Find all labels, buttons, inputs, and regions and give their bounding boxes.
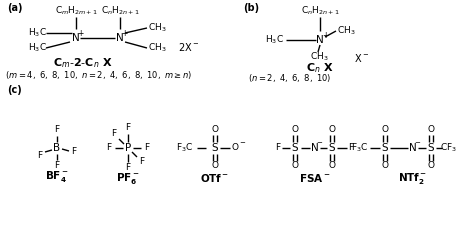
Text: F: F: [275, 143, 281, 152]
Text: S: S: [292, 143, 298, 153]
Text: B: B: [54, 143, 61, 153]
Text: F: F: [126, 164, 130, 173]
Text: $\mathbf{C_{\mathit{n}}\ X}$: $\mathbf{C_{\mathit{n}}\ X}$: [306, 61, 334, 75]
Text: C$_n$H$_{2n+1}$: C$_n$H$_{2n+1}$: [301, 5, 339, 17]
Text: H$_3$C: H$_3$C: [265, 34, 284, 46]
Text: C$_m$H$_{2m+1}$: C$_m$H$_{2m+1}$: [55, 5, 98, 17]
Text: CH$_3$: CH$_3$: [310, 51, 328, 63]
Text: S: S: [382, 143, 388, 153]
Text: O: O: [231, 143, 238, 152]
Text: (b): (b): [243, 3, 259, 13]
Text: O: O: [328, 126, 336, 135]
Text: N: N: [409, 143, 417, 153]
Text: O: O: [211, 161, 219, 170]
Text: P: P: [125, 143, 131, 153]
Text: F$_3$C: F$_3$C: [176, 142, 194, 154]
Text: O: O: [328, 161, 336, 170]
Text: F$_3$C: F$_3$C: [351, 142, 369, 154]
Text: (a): (a): [7, 3, 22, 13]
Text: $\mathbf{C_{\mathit{m}}\text{-}2\text{-}C_{\mathit{n}}\ X}$: $\mathbf{C_{\mathit{m}}\text{-}2\text{-}…: [53, 56, 113, 70]
Text: N: N: [72, 33, 80, 43]
Text: +: +: [322, 31, 328, 40]
Text: H$_3$C: H$_3$C: [28, 27, 47, 39]
Text: F: F: [55, 126, 60, 135]
Text: (c): (c): [7, 85, 22, 95]
Text: F: F: [111, 129, 117, 138]
Text: C$_n$H$_{2n+1}$: C$_n$H$_{2n+1}$: [100, 5, 139, 17]
Text: F: F: [139, 158, 145, 167]
Text: CH$_3$: CH$_3$: [337, 25, 356, 37]
Text: N: N: [311, 143, 319, 153]
Text: S: S: [428, 143, 434, 153]
Text: O: O: [382, 161, 389, 170]
Text: F: F: [107, 143, 111, 152]
Text: S: S: [328, 143, 335, 153]
Text: O: O: [382, 126, 389, 135]
Text: N: N: [116, 33, 124, 43]
Text: $(\mathit{m}=4,\ 6,\ 8,\ 10,\ \mathit{n}=2,\ 4,\ 6,\ 8,\ 10,\ \mathit{m}\geq\mat: $(\mathit{m}=4,\ 6,\ 8,\ 10,\ \mathit{n}…: [5, 69, 192, 81]
Text: CH$_3$: CH$_3$: [148, 42, 167, 54]
Text: F: F: [126, 123, 130, 132]
Text: +: +: [121, 28, 127, 37]
Text: −: −: [239, 140, 245, 146]
Text: $(\mathit{n}=2,\ 4,\ 6,\ 8,\ 10)$: $(\mathit{n}=2,\ 4,\ 6,\ 8,\ 10)$: [248, 72, 331, 84]
Text: $\mathbf{NTf_2^-}$: $\mathbf{NTf_2^-}$: [399, 170, 428, 186]
Text: $\mathbf{FSA^-}$: $\mathbf{FSA^-}$: [299, 172, 331, 184]
Text: +: +: [77, 28, 83, 37]
Text: N: N: [316, 35, 324, 45]
Text: O: O: [428, 126, 435, 135]
Text: −: −: [316, 140, 322, 146]
Text: $\mathbf{OTf^-}$: $\mathbf{OTf^-}$: [201, 172, 229, 184]
Text: $\mathbf{PF_6^-}$: $\mathbf{PF_6^-}$: [116, 170, 140, 186]
Text: F: F: [145, 143, 150, 152]
Text: F: F: [37, 150, 43, 160]
Text: $\mathbf{BF_4^-}$: $\mathbf{BF_4^-}$: [45, 169, 69, 183]
Text: CF$_3$: CF$_3$: [440, 142, 457, 154]
Text: 2X$^-$: 2X$^-$: [178, 41, 199, 53]
Text: O: O: [211, 126, 219, 135]
Text: F: F: [72, 147, 77, 156]
Text: O: O: [292, 161, 299, 170]
Text: H$_3$C: H$_3$C: [28, 42, 47, 54]
Text: −: −: [414, 140, 420, 146]
Text: F: F: [348, 143, 354, 152]
Text: X$^-$: X$^-$: [354, 52, 369, 64]
Text: F: F: [55, 161, 60, 170]
Text: O: O: [428, 161, 435, 170]
Text: O: O: [292, 126, 299, 135]
Text: S: S: [212, 143, 219, 153]
Text: CH$_3$: CH$_3$: [148, 22, 167, 34]
